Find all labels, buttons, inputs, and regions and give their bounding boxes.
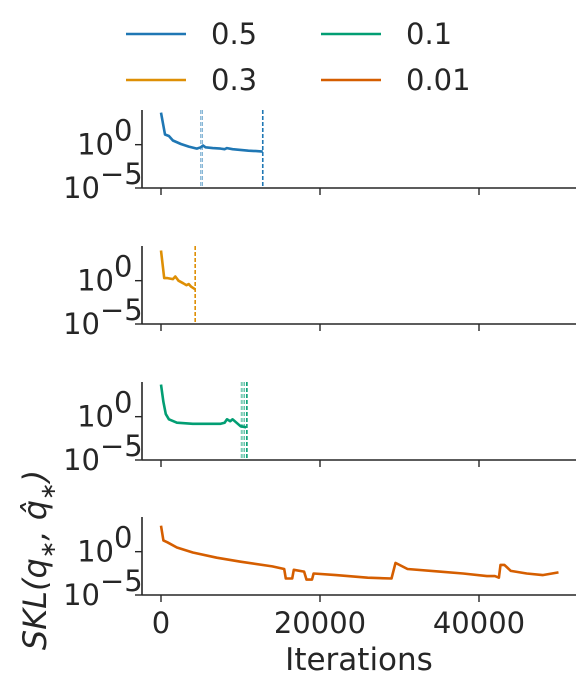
y-tick-label: 10 [77, 128, 114, 162]
x-tick-label: 40000 [433, 606, 525, 640]
legend-label-0.3: 0.3 [211, 63, 257, 97]
y-axis-title-qhat: q̂ [16, 500, 54, 520]
y-tick-label: 10 [77, 400, 114, 434]
y-tick-exponent: 0 [114, 521, 132, 555]
y-tick-exponent: −5 [100, 429, 143, 463]
panels: 10 010 −510 010 −510 010 −510 010 −50 20000 40000 [63, 110, 576, 640]
panel-0.1: 10 010 −5 [63, 382, 576, 477]
y-axis-title-comma: , [16, 520, 54, 540]
y-tick-exponent: 0 [114, 386, 132, 420]
x-tick-label: 0 [152, 606, 170, 640]
panel-0.3: 10 010 −5 [63, 246, 576, 341]
y-axis-title-skl: SKL( [16, 577, 54, 650]
x-axis-title: Iterations [285, 642, 433, 678]
y-tick-label: 10 [63, 171, 100, 205]
series-line-0.1 [159, 384, 247, 429]
y-axis-title-close: ) [16, 470, 54, 484]
y-axis-title-star2: ∗ [36, 482, 60, 500]
y-axis-title-star: ∗ [36, 541, 60, 559]
panel-0.5: 10 010 −5 [63, 110, 576, 205]
series-line-0.3 [159, 250, 196, 291]
y-tick-exponent: 0 [114, 114, 132, 148]
legend-label-0.1: 0.1 [406, 17, 452, 51]
y-tick-label: 10 [63, 578, 100, 612]
y-axis-title-q: q [16, 558, 54, 578]
y-tick-label: 10 [63, 307, 100, 341]
y-tick-label: 10 [77, 264, 114, 298]
y-tick-exponent: −5 [100, 293, 143, 327]
y-tick-label: 10 [77, 535, 114, 569]
y-tick-label: 10 [63, 443, 100, 477]
legend-label-0.5: 0.5 [211, 17, 257, 51]
series-line-0.5 [159, 112, 263, 153]
y-axis-title: SKL(q∗, q̂∗) [16, 470, 60, 650]
panel-0.01: 10 010 −50 20000 40000 [63, 517, 576, 640]
legend-label-0.01: 0.01 [406, 63, 471, 97]
svg-text:SKL(q∗, q̂∗): SKL(q∗, q̂∗) [16, 470, 60, 650]
legend: 0.5 0.3 0.1 0.01 [126, 17, 471, 97]
x-tick-label: 20000 [274, 606, 366, 640]
y-tick-exponent: 0 [114, 250, 132, 284]
y-tick-exponent: −5 [100, 157, 143, 191]
series-line-0.01 [159, 525, 559, 581]
y-tick-exponent: −5 [100, 564, 143, 598]
